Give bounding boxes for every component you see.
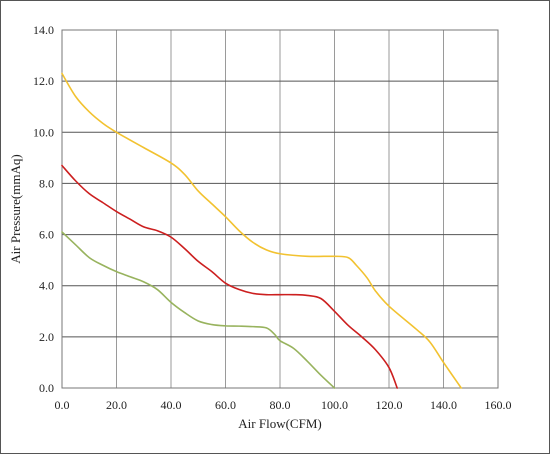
x-tick-label: 80.0: [270, 398, 291, 412]
x-tick-label: 40.0: [161, 398, 182, 412]
vertical-gridlines: [61, 30, 499, 388]
x-tick-label: 120.0: [376, 398, 403, 412]
y-axis-label: Air Pressure(mmAq): [8, 154, 23, 263]
series-line-3: [61, 231, 336, 389]
y-tick-label: 4.0: [39, 279, 54, 293]
y-tick-label: 12.0: [33, 74, 54, 88]
y-tick-label: 6.0: [39, 228, 54, 242]
series-layer: [61, 72, 463, 389]
y-tick-label: 8.0: [39, 176, 54, 190]
series-line-2: [61, 164, 398, 389]
x-tick-label: 20.0: [106, 398, 127, 412]
x-tick-label: 0.0: [55, 398, 70, 412]
x-axis-label: Air Flow(CFM): [238, 416, 321, 431]
x-tick-label: 140.0: [430, 398, 457, 412]
series-line-1: [61, 72, 463, 389]
y-tick-label: 10.0: [33, 125, 54, 139]
x-tick-label: 160.0: [485, 398, 512, 412]
x-tick-label: 100.0: [321, 398, 348, 412]
x-tick-labels: 0.0 20.0 40.0 60.0 80.0 100.0 120.0 140.0 160.0: [55, 398, 512, 412]
y-tick-label: 14.0: [33, 23, 54, 37]
y-tick-label: 2.0: [39, 330, 54, 344]
plot-area-border: [61, 29, 499, 389]
x-tick-label: 60.0: [215, 398, 236, 412]
y-tick-label: 0.0: [39, 381, 54, 395]
y-tick-labels: 0.0 2.0 4.0 6.0 8.0 10.0 12.0 14.0: [33, 23, 54, 395]
